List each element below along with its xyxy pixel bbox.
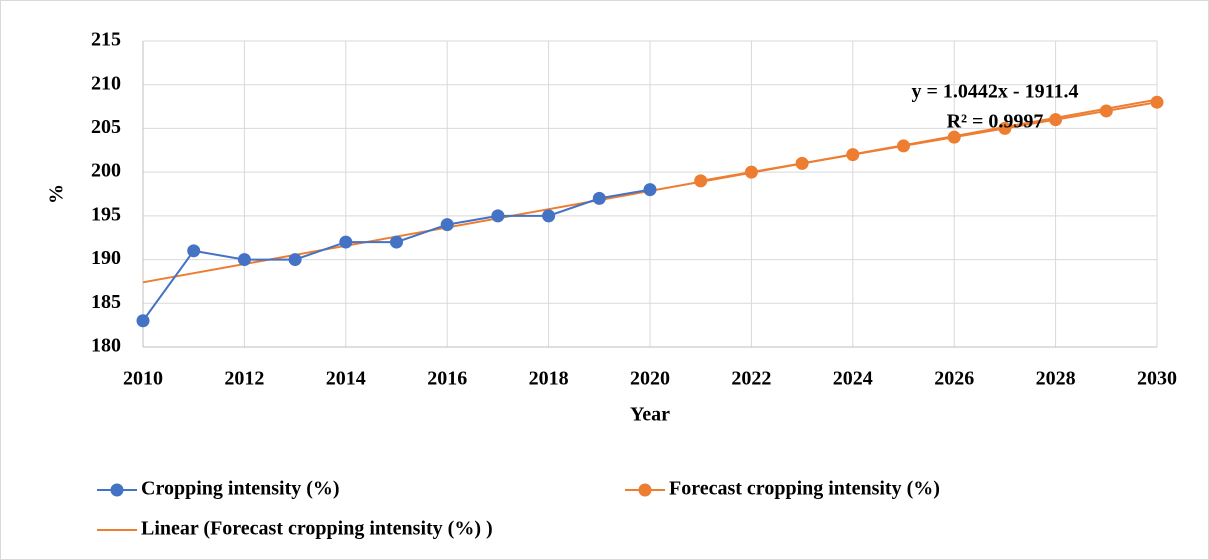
y-tick-label: 200 bbox=[91, 160, 121, 182]
y-tick-label: 190 bbox=[91, 247, 121, 269]
x-tick-label: 2018 bbox=[529, 368, 569, 390]
legend-label: Forecast cropping intensity (%) bbox=[669, 478, 940, 500]
marker bbox=[998, 121, 1012, 135]
y-tick-label: 185 bbox=[91, 291, 121, 313]
x-tick-label: 2028 bbox=[1036, 368, 1076, 390]
marker bbox=[744, 165, 758, 179]
x-tick-label: 2022 bbox=[731, 368, 771, 390]
marker bbox=[592, 191, 606, 205]
marker bbox=[491, 209, 505, 223]
y-tick-label: 210 bbox=[91, 72, 121, 94]
legend-label: Linear (Forecast cropping intensity (%) … bbox=[141, 518, 493, 540]
x-axis-label: Year bbox=[630, 404, 670, 426]
marker bbox=[1099, 104, 1113, 118]
x-tick-label: 2030 bbox=[1137, 368, 1177, 390]
marker bbox=[947, 130, 961, 144]
legend-marker bbox=[638, 483, 652, 497]
y-tick-label: 215 bbox=[91, 29, 121, 51]
marker bbox=[1049, 113, 1063, 127]
marker bbox=[795, 156, 809, 170]
marker bbox=[187, 244, 201, 258]
legend-marker bbox=[110, 483, 124, 497]
y-axis-label: % bbox=[46, 184, 68, 204]
annotation: R² = 0.9997 bbox=[947, 111, 1044, 133]
x-tick-label: 2024 bbox=[833, 368, 873, 390]
y-tick-label: 205 bbox=[91, 116, 121, 138]
marker bbox=[542, 209, 556, 223]
y-tick-label: 180 bbox=[91, 335, 121, 357]
x-tick-label: 2020 bbox=[630, 368, 670, 390]
x-tick-label: 2016 bbox=[427, 368, 467, 390]
marker bbox=[237, 253, 251, 267]
x-tick-label: 2026 bbox=[934, 368, 974, 390]
series-line bbox=[700, 101, 1158, 182]
marker bbox=[136, 314, 150, 328]
marker bbox=[288, 253, 302, 267]
x-tick-label: 2010 bbox=[123, 368, 163, 390]
annotation: y = 1.0442x - 1911.4 bbox=[912, 81, 1079, 103]
x-tick-label: 2014 bbox=[326, 368, 366, 390]
legend-label: Cropping intensity (%) bbox=[141, 478, 340, 500]
y-tick-label: 195 bbox=[91, 203, 121, 225]
marker bbox=[339, 235, 353, 249]
marker bbox=[390, 235, 403, 249]
marker bbox=[643, 183, 657, 197]
marker bbox=[1150, 95, 1164, 109]
marker bbox=[846, 148, 860, 162]
x-tick-label: 2012 bbox=[224, 368, 264, 390]
marker bbox=[694, 174, 708, 188]
marker bbox=[897, 139, 910, 153]
marker bbox=[440, 218, 454, 232]
